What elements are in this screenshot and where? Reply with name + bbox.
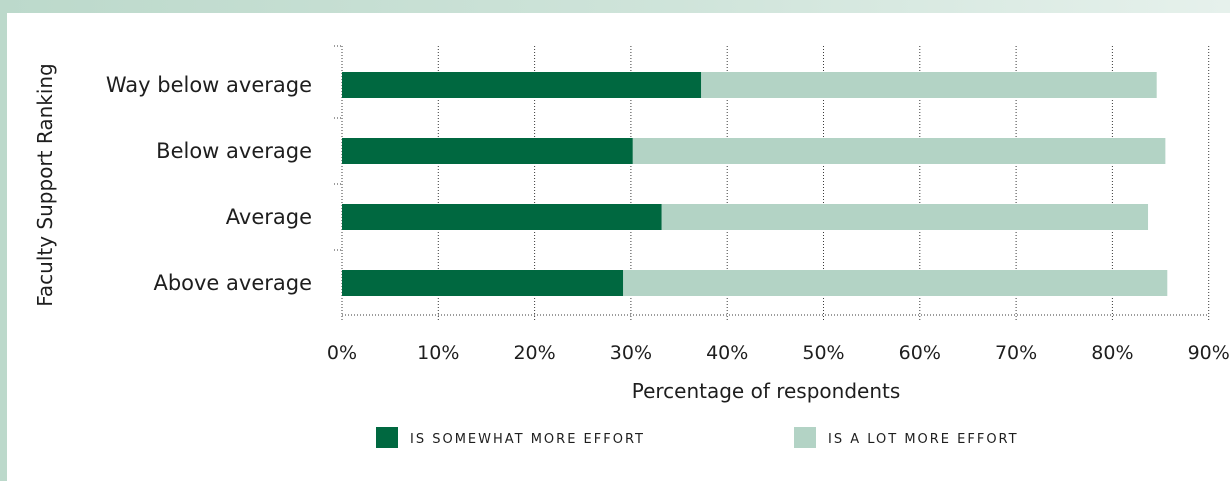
category-labels: Way below average Below average Average Abo… xyxy=(106,73,312,295)
bar-segment-somewhat xyxy=(342,204,662,230)
bar-segment-somewhat xyxy=(342,270,624,296)
x-tick-label: 60% xyxy=(899,342,941,364)
bar-segment-somewhat xyxy=(342,138,633,164)
category-label: Average xyxy=(226,205,312,229)
x-tick-label: 20% xyxy=(513,342,555,364)
x-tick-label: 10% xyxy=(417,342,459,364)
bar-segment-a-lot xyxy=(661,204,1149,230)
x-tick-label: 90% xyxy=(1188,342,1230,364)
category-label: Above average xyxy=(153,271,312,295)
x-tick-label: 0% xyxy=(327,342,357,364)
bar-segment-a-lot xyxy=(701,72,1157,98)
legend-label: IS SOMEWHAT MORE EFFORT xyxy=(410,432,645,447)
legend-swatch xyxy=(794,427,816,448)
category-label: Way below average xyxy=(106,73,312,97)
x-tick-label: 80% xyxy=(1091,342,1133,364)
x-tick-label: 70% xyxy=(995,342,1037,364)
legend: IS SOMEWHAT MORE EFFORT IS A LOT MORE EFF… xyxy=(376,427,1019,448)
y-axis-title: Faculty Support Ranking xyxy=(33,63,57,307)
bar-segment-somewhat xyxy=(342,72,702,98)
bar-segment-a-lot xyxy=(632,138,1166,164)
x-tick-label: 40% xyxy=(706,342,748,364)
x-axis-title: Percentage of respondents xyxy=(632,379,901,403)
x-tick-labels: 0% 10% 20% 30% 40% 50% 60% 70% 80% 90% xyxy=(327,342,1230,364)
bars xyxy=(342,72,1168,296)
category-label: Below average xyxy=(156,139,312,163)
x-tick-label: 30% xyxy=(610,342,652,364)
legend-label: IS A LOT MORE EFFORT xyxy=(828,432,1019,447)
bar-segment-a-lot xyxy=(623,270,1168,296)
legend-swatch xyxy=(376,427,398,448)
x-tick-label: 50% xyxy=(802,342,844,364)
